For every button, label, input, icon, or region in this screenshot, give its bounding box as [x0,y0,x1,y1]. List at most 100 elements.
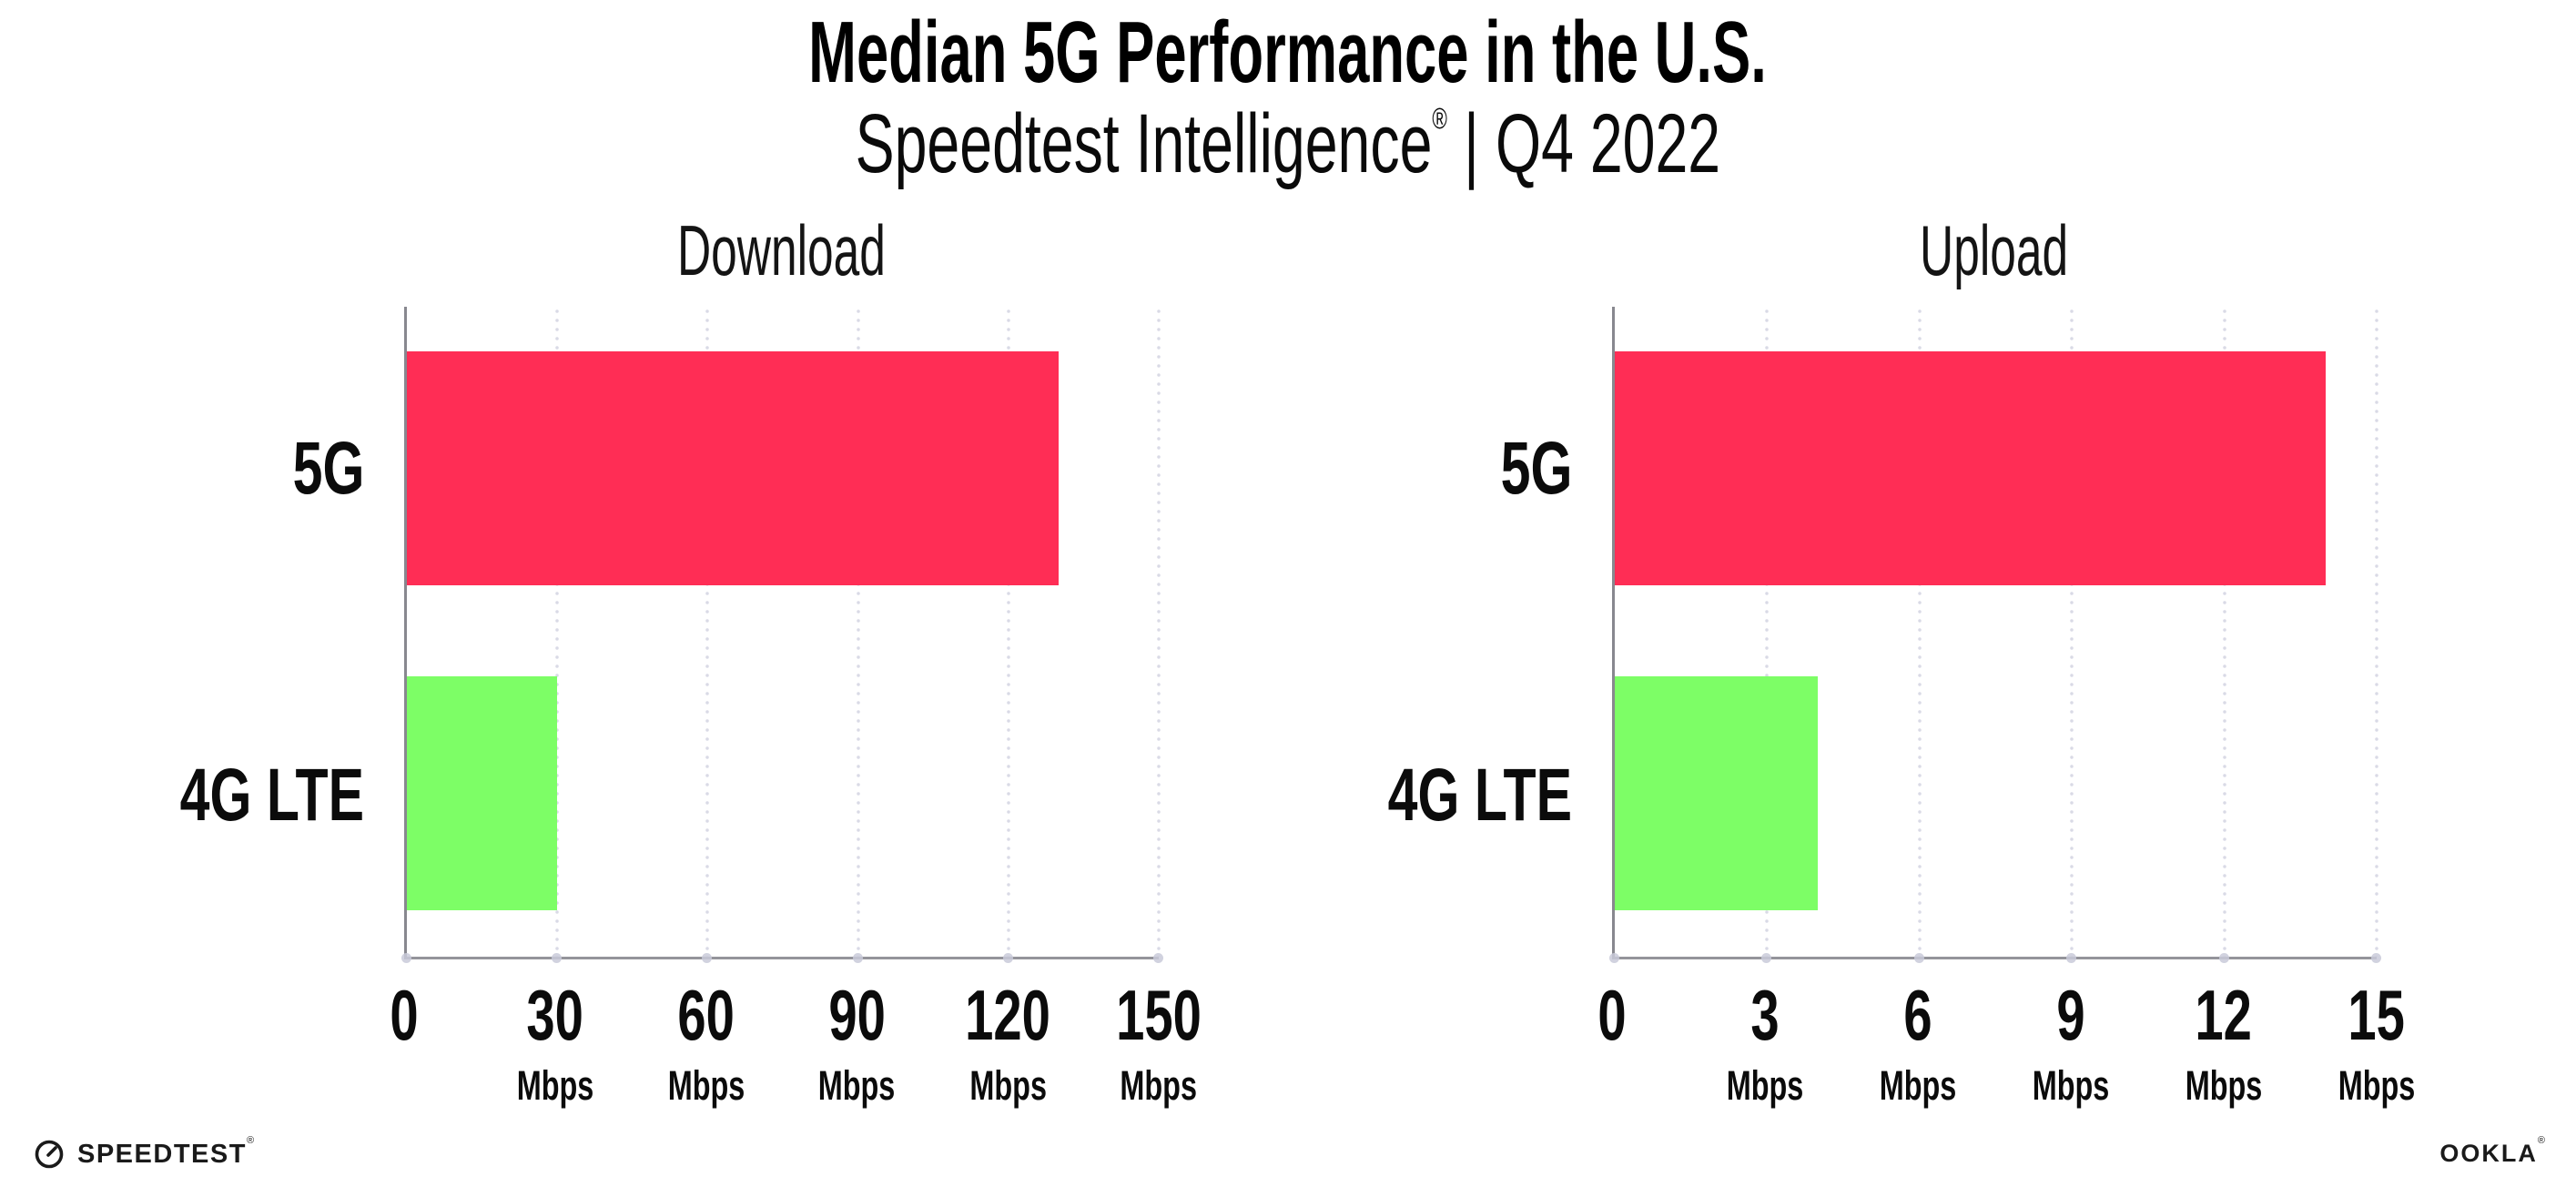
x-tick-unit: Mbps [2323,1065,2430,1106]
registered-trademark-icon: ® [1432,102,1448,135]
bar-4g-lte [407,676,558,911]
axis-tick-dot [1153,953,1163,963]
x-tick-unit: Mbps [1711,1065,1819,1106]
speedtest-registered-icon: ® [246,1134,256,1146]
x-tick-label: 0 [1592,979,1631,1050]
gridline [705,307,710,957]
gridline [856,307,860,957]
upload-plot-area [1609,307,2381,963]
x-tick-label: 12 Mbps [2170,979,2277,1106]
page-title: Median 5G Performance in the U.S. [0,4,2576,101]
x-tick-label: 150 Mbps [1100,979,1218,1106]
upload-chart-title: Upload [1612,210,2377,290]
x-tick-unit: Mbps [948,1065,1067,1106]
x-tick-unit-text: Mbps [1726,1062,1804,1109]
bar-5g [407,350,1059,585]
x-tick-label: 120 Mbps [948,979,1067,1106]
x-tick-value-text: 120 [965,975,1051,1055]
x-tick-unit-text: Mbps [969,1062,1047,1109]
x-tick-value-text: 90 [828,975,886,1055]
gridline [1157,307,1161,957]
x-tick-value: 150 [1100,979,1218,1050]
x-tick-value: 0 [1592,979,1631,1050]
speedtest-gauge-icon [33,1138,66,1171]
upload-chart-panel: Upload 5G 4G LTE 0 3 Mbps 6 Mbps 9 Mbps 12 Mbps 15… [1208,213,2416,1106]
axis-tick-dot [401,953,411,963]
x-tick-value-text: 12 [2195,975,2253,1055]
category-label-text: 5G [292,426,364,510]
x-tick-value: 120 [948,979,1067,1050]
axis-tick-dot [2066,953,2077,963]
x-tick-unit: Mbps [653,1065,760,1106]
x-tick-value-text: 3 [1750,975,1780,1055]
x-tick-label: 30 Mbps [502,979,609,1106]
subtitle-brand: Speedtest Intelligence [855,97,1433,190]
download-plot-area [401,307,1163,963]
gridline [1917,307,1922,957]
axis-tick-dot [1002,953,1013,963]
category-label: 5G [1208,431,1572,506]
x-tick-value: 3 [1711,979,1819,1050]
gridline [555,307,560,957]
speedtest-logo-text: SPEEDTEST® [77,1135,256,1169]
x-tick-value-text: 0 [1597,975,1627,1055]
speedtest-wordmark: SPEEDTEST [77,1139,247,1169]
bar-4g-lte [1615,676,1819,911]
x-tick-unit-text: Mbps [516,1062,594,1109]
x-tick-label: 9 Mbps [2017,979,2125,1106]
ookla-registered-icon: ® [2537,1135,2547,1146]
x-tick-label: 60 Mbps [653,979,760,1106]
category-label: 5G [0,431,364,506]
page-subtitle: Speedtest Intelligence® | Q4 2022 [0,100,2576,188]
x-tick-value: 90 [804,979,911,1050]
x-tick-unit-text: Mbps [1120,1062,1198,1109]
page-subtitle-text: Speedtest Intelligence® | Q4 2022 [856,100,1720,188]
gridline [2222,307,2226,957]
speedtest-logo: SPEEDTEST® [33,1134,256,1174]
axis-tick-dot [2371,953,2381,963]
x-tick-value-text: 15 [2348,975,2406,1055]
download-x-axis: 0 30 Mbps 60 Mbps 90 Mbps 120 Mbps 150 Mbps [390,959,1201,1114]
x-tick-unit-text: Mbps [2338,1062,2416,1109]
x-tick-value: 30 [502,979,609,1050]
axis-tick-dot [1913,953,1924,963]
download-category-axis: 5G 4G LTE [0,307,364,959]
axis-tick-dot [552,953,563,963]
subtitle-period: Q4 2022 [1496,97,1721,190]
gridline [2375,307,2378,957]
x-tick-value: 12 [2170,979,2277,1050]
x-tick-label: 90 Mbps [804,979,911,1106]
category-label-text: 5G [1500,426,1572,510]
x-tick-value: 60 [653,979,760,1050]
x-tick-value: 6 [1864,979,1972,1050]
page-title-text: Median 5G Performance in the U.S. [808,4,1768,101]
x-tick-unit-text: Mbps [667,1062,745,1109]
x-tick-value-text: 9 [2056,975,2085,1055]
axis-tick-dot [702,953,713,963]
category-label: 4G LTE [1208,758,1572,833]
x-tick-value-text: 6 [1903,975,1932,1055]
category-label-text: 4G LTE [1387,754,1572,837]
subtitle-separator: | [1464,97,1479,190]
axis-tick-dot [1761,953,1772,963]
x-tick-label: 3 Mbps [1711,979,1819,1106]
x-tick-unit-text: Mbps [818,1062,896,1109]
download-chart-panel: Download 5G 4G LTE 0 30 Mbps 60 Mbps 90 Mbps 120… [0,213,1202,1106]
category-label-text: 4G LTE [179,754,364,837]
x-tick-unit: Mbps [1100,1065,1218,1106]
axis-tick-dot [1609,953,1619,963]
x-tick-unit-text: Mbps [2032,1062,2110,1109]
ookla-logo: OOKLA® [2439,1136,2547,1167]
x-tick-label: 0 [384,979,423,1050]
axis-tick-dot [852,953,863,963]
x-tick-label: 6 Mbps [1864,979,1972,1106]
ookla-wordmark: OOKLA [2439,1140,2538,1167]
gridline [1765,307,1770,957]
upload-x-axis: 0 3 Mbps 6 Mbps 9 Mbps 12 Mbps 15 Mbps [1597,959,2415,1114]
upload-chart-title-text: Upload [1920,210,2069,290]
x-tick-value: 0 [384,979,423,1050]
x-tick-value: 9 [2017,979,2125,1050]
x-tick-value-text: 60 [677,975,735,1055]
gridline [1006,307,1010,957]
